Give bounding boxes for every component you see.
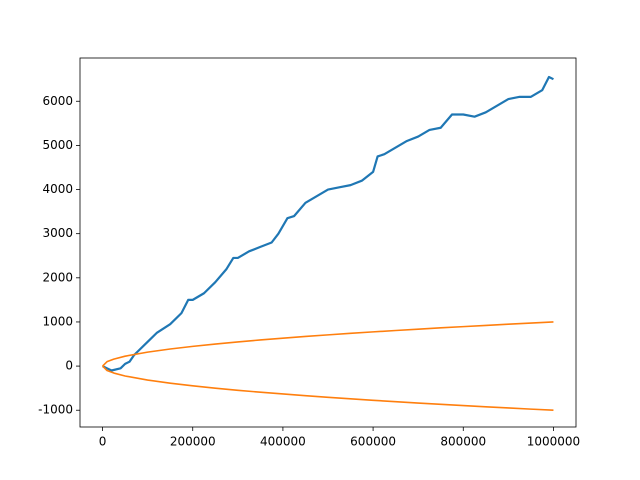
x-tick-label: 1000000	[527, 435, 580, 449]
line-series	[101, 365, 554, 412]
x-tick-label: 600000	[350, 435, 396, 449]
plot-frame	[79, 57, 577, 428]
y-tick-label: 1000	[42, 314, 73, 328]
y-tick-label: 5000	[42, 138, 73, 152]
y-tick-label: 3000	[42, 226, 73, 240]
x-tick-label: 800000	[440, 435, 486, 449]
x-tick-label: 0	[99, 435, 107, 449]
line-series	[101, 321, 554, 367]
x-tick-label: 400000	[260, 435, 306, 449]
line-series	[102, 75, 554, 372]
y-tick-label: -1000	[38, 403, 73, 417]
y-tick-label: 0	[65, 359, 73, 373]
x-tick-label: 200000	[170, 435, 216, 449]
y-tick-label: 6000	[42, 94, 73, 108]
y-tick-label: 2000	[42, 270, 73, 284]
y-tick-label: 4000	[42, 182, 73, 196]
